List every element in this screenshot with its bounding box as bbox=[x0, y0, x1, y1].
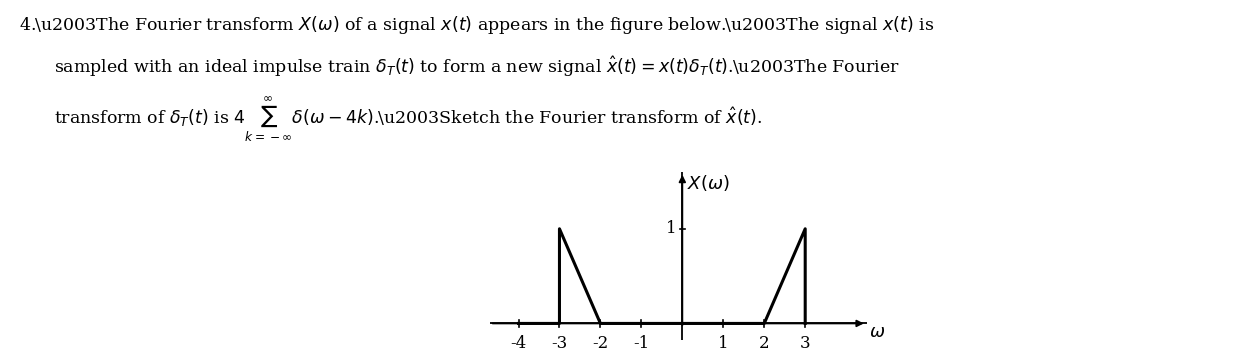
Text: -2: -2 bbox=[593, 335, 609, 351]
Text: 3: 3 bbox=[800, 335, 810, 351]
Text: -1: -1 bbox=[633, 335, 649, 351]
Text: 1: 1 bbox=[718, 335, 728, 351]
Text: $X(\omega)$: $X(\omega)$ bbox=[687, 173, 730, 193]
Text: sampled with an ideal impulse train $\delta_T(t)$ to form a new signal $\hat{x}(: sampled with an ideal impulse train $\de… bbox=[54, 54, 901, 79]
Text: $\omega$: $\omega$ bbox=[869, 323, 885, 341]
Text: 1: 1 bbox=[666, 220, 676, 237]
Text: 2: 2 bbox=[759, 335, 770, 351]
Text: -4: -4 bbox=[510, 335, 526, 351]
Text: -3: -3 bbox=[551, 335, 568, 351]
Text: transform of $\delta_T(t)$ is $4\sum_{k=-\infty}^{\infty} \delta(\omega - 4k)$.\: transform of $\delta_T(t)$ is $4\sum_{k=… bbox=[54, 95, 762, 144]
Text: 4.\u2003The Fourier transform $X(\omega)$ of a signal $x(t)$ appears in the figu: 4.\u2003The Fourier transform $X(\omega)… bbox=[19, 14, 934, 36]
